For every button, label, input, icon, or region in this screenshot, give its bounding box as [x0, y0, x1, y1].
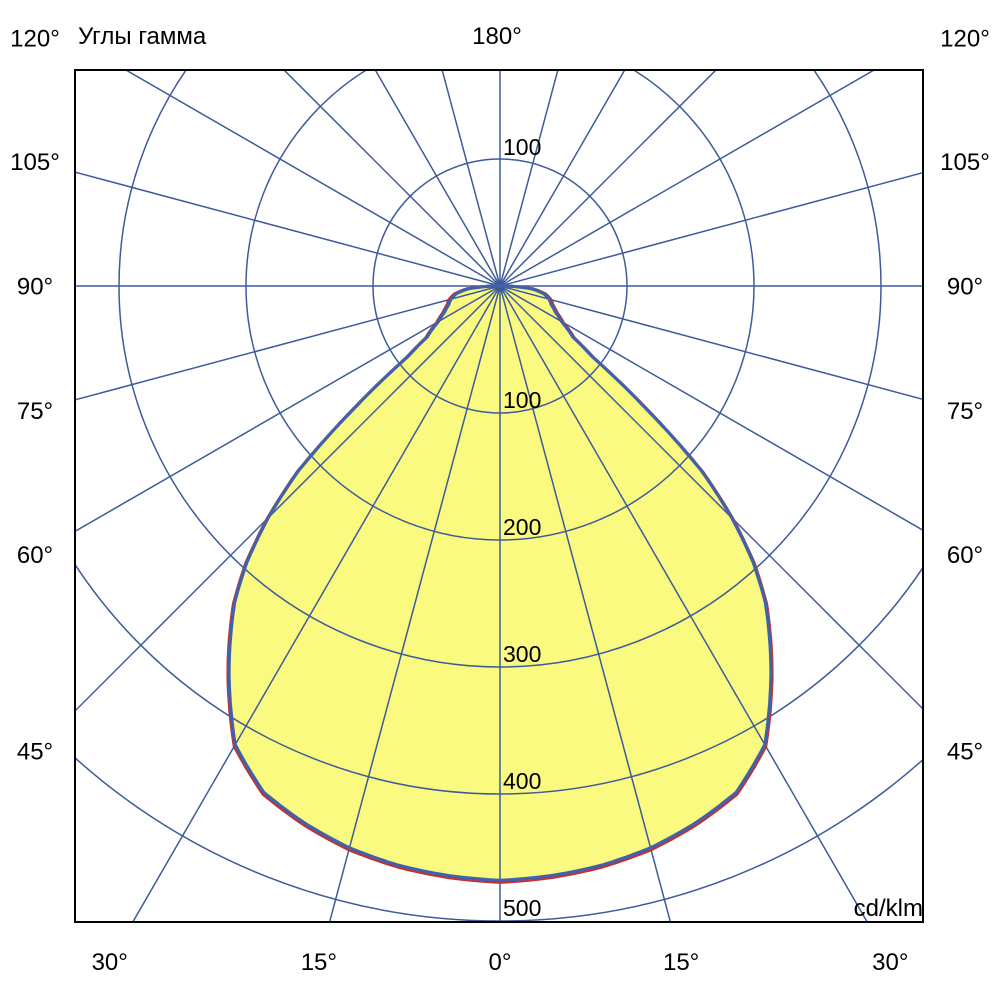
grid-ray-105 [499, 171, 923, 287]
angle-label-right-120: 120° [940, 26, 990, 53]
angle-label-bottom-0: 0° [489, 949, 512, 976]
grid-ray-15 [499, 285, 672, 922]
page-title: Углы гамма [78, 23, 207, 50]
radial-tick-label-500: 500 [503, 895, 541, 921]
radial-tick-label-top-100: 100 [503, 134, 541, 160]
angle-label-left-120: 120° [10, 26, 60, 53]
grid-ray-345 [328, 285, 501, 922]
grid-ray-120 [499, 70, 876, 287]
radial-tick-label-300: 300 [503, 641, 541, 667]
angle-label-left-105: 105° [10, 149, 60, 176]
grid-ray-135 [499, 70, 718, 287]
grid-ray-300 [75, 285, 501, 533]
angle-label-right-45: 45° [947, 739, 983, 766]
grid-ray-30 [499, 285, 869, 922]
grid-ray-195 [441, 70, 501, 287]
unit-label: cd/klm [853, 895, 923, 922]
intensity-curve-c90 [227, 284, 773, 882]
angle-label-left-60: 60° [17, 542, 53, 569]
angle-label-right-75: 75° [947, 398, 983, 425]
top-angle-label-180: 180° [472, 23, 522, 50]
plot-frame [74, 69, 924, 923]
angle-label-left-90: 90° [17, 274, 53, 301]
grid-ray-45 [499, 285, 923, 711]
angle-label-left-45: 45° [17, 739, 53, 766]
angle-label-right-105: 105° [940, 149, 990, 176]
grid-ray-60 [499, 285, 923, 532]
angle-label-bottom-15: 15° [663, 949, 699, 976]
grid-ray-330 [131, 285, 501, 922]
angle-label-right-60: 60° [947, 542, 983, 569]
radial-tick-label-400: 400 [503, 768, 541, 794]
radial-tick-label-200: 200 [503, 514, 541, 540]
grid-ray-285 [75, 285, 501, 401]
grid-ray-165 [499, 70, 559, 287]
grid-ray-210 [374, 70, 501, 287]
angle-label-bottom-30: 30° [872, 949, 908, 976]
grid-ray-225 [282, 70, 501, 287]
grid-ray-75 [499, 285, 923, 401]
angle-label-bottom--15: 15° [301, 949, 337, 976]
angle-label-left-75: 75° [17, 398, 53, 425]
grid-ray-255 [75, 171, 501, 287]
radial-tick-label-100: 100 [503, 387, 541, 413]
grid-ray-150 [499, 70, 626, 287]
angle-label-bottom--30: 30° [92, 949, 128, 976]
grid-ray-315 [75, 285, 501, 713]
angle-label-right-90: 90° [947, 274, 983, 301]
grid-ray-240 [124, 70, 501, 287]
